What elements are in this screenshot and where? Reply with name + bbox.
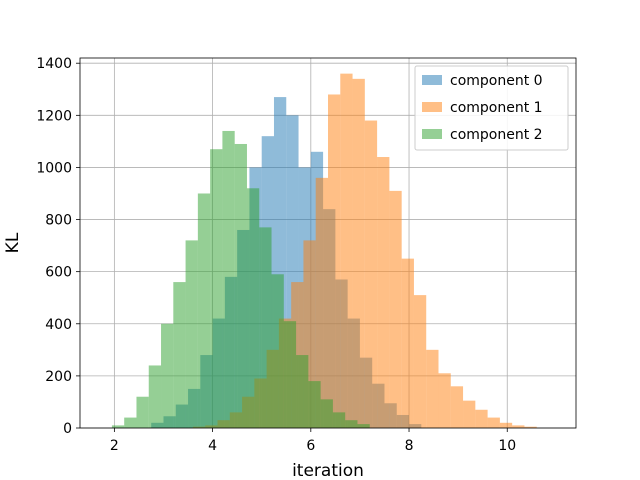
histogram-bar-series-2 — [296, 355, 309, 428]
histogram-bar-series-1 — [340, 73, 353, 429]
histogram-bar-series-1 — [438, 373, 451, 428]
histogram-bar-series-1 — [401, 258, 414, 428]
histogram-bar-series-1 — [463, 400, 476, 428]
x-tick-label: 4 — [208, 438, 217, 454]
legend-entry: component 0 — [450, 73, 543, 89]
histogram-bar-series-2 — [234, 143, 247, 429]
histogram-bar-series-2 — [271, 274, 284, 428]
y-tick-label: 0 — [63, 421, 72, 437]
legend-box — [414, 65, 569, 151]
histogram-bar-series-2 — [124, 417, 137, 428]
histogram-bar-series-2 — [111, 425, 125, 428]
x-tick-label: 2 — [110, 438, 119, 454]
histogram-bar-series-2 — [173, 282, 186, 428]
x-tick-label: 8 — [405, 438, 414, 454]
legend-entry: component 2 — [450, 127, 543, 143]
histogram-bar-series-1 — [450, 386, 464, 428]
histogram-bar-series-2 — [357, 424, 370, 428]
histogram-bar-series-2 — [283, 321, 297, 428]
histogram-bar-series-2 — [246, 188, 260, 428]
y-tick-label: 1400 — [36, 56, 72, 72]
histogram-bar-series-1 — [389, 190, 402, 428]
y-tick-label: 200 — [45, 369, 72, 385]
histogram-bar-series-1 — [413, 295, 427, 428]
histogram-bar-series-2 — [320, 399, 333, 428]
y-tick-label: 400 — [45, 317, 72, 333]
y-axis-label: KL — [3, 232, 23, 253]
histogram-bar-series-2 — [148, 365, 162, 428]
legend: component 0 component 1 component 2 — [414, 65, 569, 151]
histogram-bars — [111, 73, 537, 429]
histogram-bar-series-1 — [315, 177, 328, 428]
histogram-bar-series-1 — [352, 78, 365, 429]
histogram-bar-series-2 — [222, 130, 235, 428]
histogram-bar-series-1 — [487, 417, 500, 428]
histogram-bar-series-2 — [345, 420, 358, 428]
histogram-bar-series-1 — [512, 425, 525, 428]
histogram-bar-series-2 — [197, 193, 211, 428]
histogram-bar-series-1 — [499, 422, 513, 428]
histogram-bar-series-1 — [426, 349, 439, 428]
histogram-bar-series-2 — [308, 381, 321, 428]
x-axis-label: iteration — [292, 461, 364, 480]
histogram-bar-series-1 — [475, 409, 488, 428]
y-tick-label: 1000 — [36, 160, 72, 176]
legend-swatch — [422, 129, 442, 139]
histogram-bar-series-1 — [328, 94, 341, 428]
histogram-bar-series-1 — [377, 157, 390, 428]
histogram-bar-series-1 — [524, 426, 537, 428]
histogram-bar-series-2 — [185, 240, 198, 428]
y-axis-ticks: 0 200 400 600 800 1000 1200 1400 — [36, 56, 80, 437]
histogram-bar-series-2 — [161, 323, 174, 428]
histogram-bar-series-2 — [332, 412, 346, 428]
histogram-bar-series-1 — [364, 120, 378, 428]
x-tick-label: 10 — [498, 438, 516, 454]
histogram-bar-series-2 — [259, 227, 272, 428]
y-tick-label: 1200 — [36, 108, 72, 124]
y-tick-label: 600 — [45, 265, 72, 281]
histogram-bar-series-2 — [210, 149, 223, 428]
histogram-bar-series-2 — [136, 396, 149, 428]
legend-swatch — [422, 75, 442, 85]
x-axis-ticks: 2 4 6 8 10 — [110, 428, 516, 454]
y-tick-label: 800 — [45, 213, 72, 229]
legend-swatch — [422, 102, 442, 112]
x-tick-label: 6 — [306, 438, 315, 454]
plot-frame — [79, 57, 577, 429]
legend-entry: component 1 — [450, 100, 543, 116]
